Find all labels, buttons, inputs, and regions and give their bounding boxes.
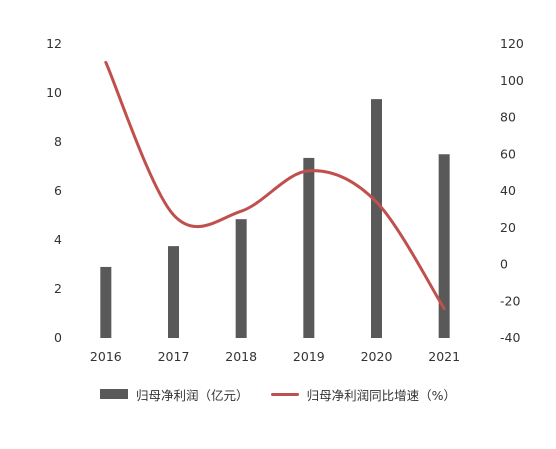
right-axis-tick-label: 120	[500, 36, 524, 51]
legend-label-net-profit: 归母净利润（亿元）	[136, 387, 249, 403]
x-axis-tick-label: 2017	[158, 349, 190, 364]
bar-2019	[303, 157, 315, 338]
left-axis-tick-label: 10	[46, 85, 62, 100]
left-axis-tick-label: 6	[54, 183, 62, 198]
right-axis-tick-label: 60	[500, 146, 516, 161]
legend-bar-swatch	[100, 389, 129, 399]
bar-2018	[235, 219, 247, 338]
left-axis-tick-label: 4	[54, 232, 62, 247]
right-axis-tick-label: 20	[500, 220, 516, 235]
right-axis-tick-label: 0	[500, 257, 508, 272]
x-axis-tick-label: 2019	[293, 349, 325, 364]
right-axis-tick-label: 100	[500, 73, 524, 88]
right-axis-tick-label: 80	[500, 110, 516, 125]
bar-2021	[438, 154, 450, 338]
legend: 归母净利润（亿元） 归母净利润同比增速（%）	[0, 382, 556, 406]
x-axis-tick-label: 2021	[428, 349, 460, 364]
bar-series	[100, 99, 450, 338]
left-axis-tick-label: 2	[54, 281, 62, 296]
right-axis-tick-label: -20	[500, 293, 520, 308]
legend-label-growth: 归母净利润同比增速（%）	[306, 387, 456, 403]
legend-item-growth: 归母净利润同比增速（%）	[270, 385, 456, 404]
x-axis-tick-label: 2016	[90, 349, 122, 364]
legend-line-swatch	[270, 392, 299, 396]
x-axis-tick-label: 2018	[225, 349, 257, 364]
growth-rate-line	[104, 60, 446, 311]
right-axis-labels: -40 -20 0 20 40 60 80 100 120	[500, 36, 524, 345]
line-series	[104, 60, 446, 311]
right-axis-tick-label: -40	[500, 330, 520, 345]
legend-item-net-profit: 归母净利润（亿元）	[100, 385, 249, 404]
right-axis-tick-label: 40	[500, 183, 516, 198]
left-axis-tick-label: 0	[54, 330, 62, 345]
left-axis-labels: 0 2 4 6 8 10 12	[46, 36, 62, 345]
left-axis-tick-label: 8	[54, 134, 62, 149]
x-axis-tick-label: 2020	[361, 349, 393, 364]
x-axis-labels: 2016 2017 2018 2019 2020 2021	[90, 349, 460, 364]
bar-2017	[168, 246, 179, 338]
bar-2016	[100, 266, 112, 338]
chart-canvas: 0 2 4 6 8 10 12 -40 -20 0 20 40 60 80 100 120 2016 2017…	[46, 36, 524, 364]
left-axis-tick-label: 12	[46, 36, 62, 51]
bar-2020	[371, 99, 382, 338]
